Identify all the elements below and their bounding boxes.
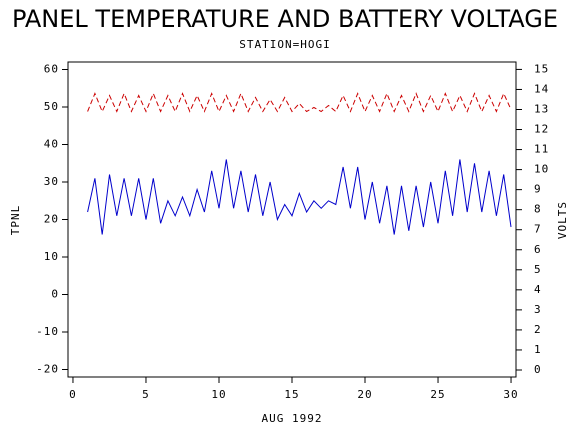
- y-tick-label: 20: [44, 213, 59, 226]
- y2-tick-label: 15: [534, 62, 549, 75]
- y2-tick-label: 0: [534, 363, 542, 376]
- y2-tick-label: 2: [534, 323, 542, 336]
- x-axis-label: AUG 1992: [262, 412, 323, 425]
- y-axis-label: TPNL: [9, 205, 22, 236]
- y2-tick-label: 9: [534, 183, 542, 196]
- y-tick-label: 0: [51, 288, 59, 301]
- y2-tick-label: 14: [534, 82, 549, 95]
- y2-tick-label: 6: [534, 243, 542, 256]
- y2-axis-label: VOLTS: [556, 201, 569, 239]
- y2-tick-label: 11: [534, 143, 549, 156]
- y2-tick-label: 8: [534, 203, 542, 216]
- x-tick-label: 25: [430, 388, 445, 401]
- x-tick-label: 10: [211, 388, 226, 401]
- y2-tick-label: 13: [534, 102, 549, 115]
- y2-tick-label: 10: [534, 163, 549, 176]
- series-line: [87, 159, 512, 235]
- y2-tick-label: 7: [534, 223, 542, 236]
- y-tick-label: -20: [36, 363, 59, 376]
- x-tick-label: 5: [142, 388, 150, 401]
- plot-frame: [67, 61, 517, 378]
- y-tick-label: 10: [44, 250, 59, 263]
- x-tick-label: 15: [284, 388, 299, 401]
- x-tick-label: 30: [503, 388, 518, 401]
- series-line: [87, 92, 512, 113]
- x-tick-label: 0: [69, 388, 77, 401]
- y2-tick-label: 5: [534, 263, 542, 276]
- y-tick-label: 50: [44, 100, 59, 113]
- y-tick-label: 60: [44, 63, 59, 76]
- y2-tick-label: 1: [534, 343, 542, 356]
- y2-tick-label: 12: [534, 123, 549, 136]
- chart-subtitle: STATION=HOGI: [239, 38, 330, 51]
- chart-title: PANEL TEMPERATURE AND BATTERY VOLTAGE: [12, 5, 558, 33]
- y-tick-label: 40: [44, 138, 59, 151]
- y2-tick-label: 4: [534, 283, 542, 296]
- x-tick-label: 20: [357, 388, 372, 401]
- y2-tick-label: 3: [534, 303, 542, 316]
- y-tick-label: -10: [36, 325, 59, 338]
- y-tick-label: 30: [44, 175, 59, 188]
